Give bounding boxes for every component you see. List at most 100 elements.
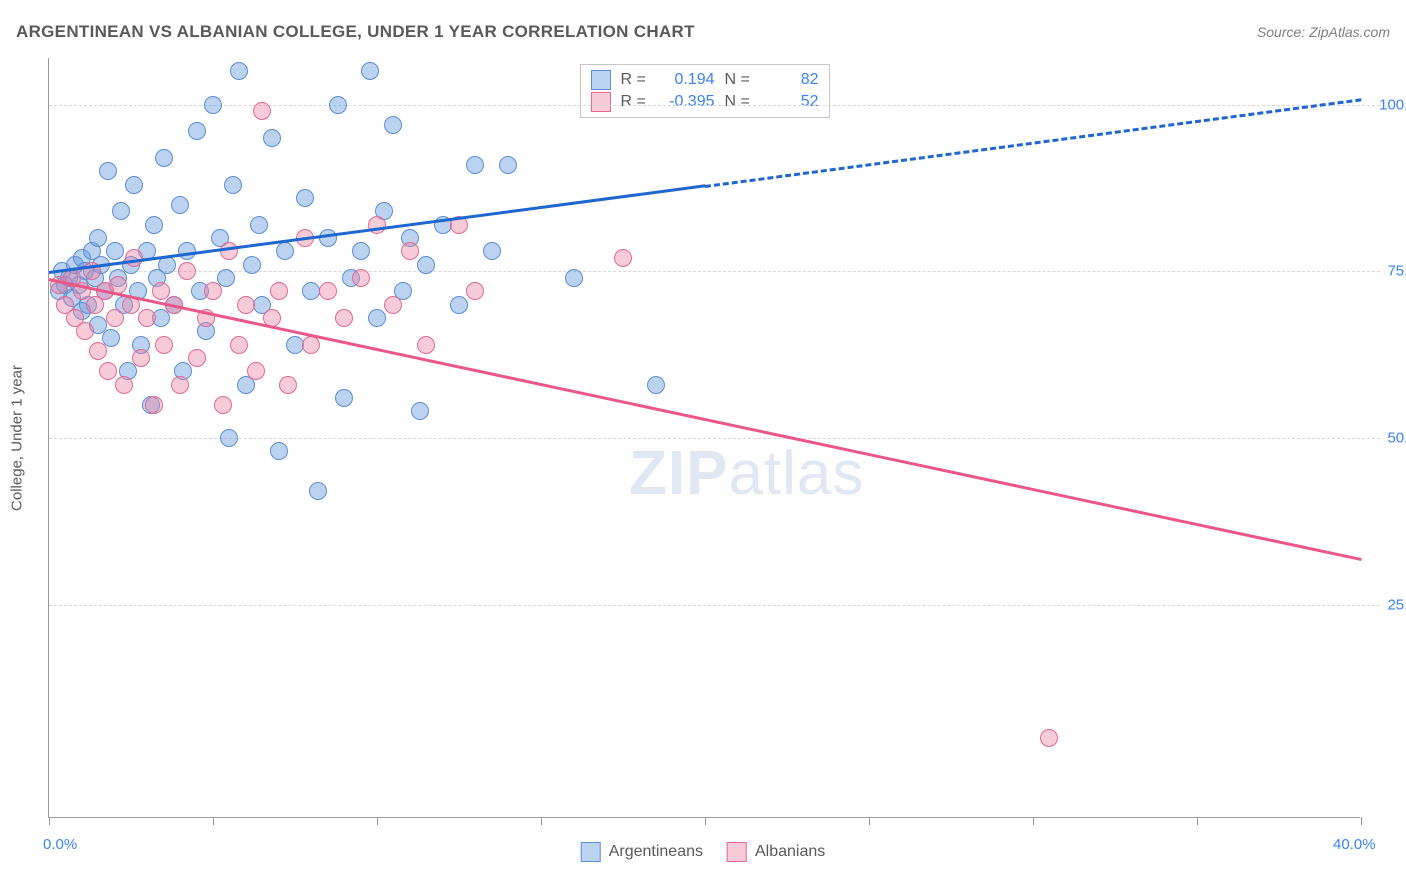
x-tick (869, 817, 870, 825)
stats-legend-box: R =0.194N =82R =-0.395N =52 (580, 64, 830, 118)
gridline-h (49, 438, 1380, 439)
scatter-point (417, 256, 435, 274)
y-tick-label: 25.0% (1370, 596, 1406, 613)
scatter-point (145, 396, 163, 414)
scatter-point (155, 149, 173, 167)
scatter-point (417, 336, 435, 354)
scatter-point (155, 336, 173, 354)
scatter-point (102, 329, 120, 347)
chart-source: Source: ZipAtlas.com (1257, 24, 1390, 40)
scatter-point (352, 269, 370, 287)
legend-label: Argentineans (609, 843, 703, 861)
scatter-point (368, 309, 386, 327)
scatter-point (309, 482, 327, 500)
scatter-point (250, 216, 268, 234)
scatter-point (188, 122, 206, 140)
stats-n-value: 52 (767, 93, 819, 111)
scatter-point (286, 336, 304, 354)
stats-n-label: N = (725, 71, 757, 89)
scatter-point (466, 156, 484, 174)
stats-r-label: R = (621, 71, 653, 89)
scatter-point (1040, 729, 1058, 747)
scatter-point (112, 202, 130, 220)
stats-row: R =0.194N =82 (591, 69, 819, 91)
scatter-chart: College, Under 1 year ZIPatlas R =0.194N… (48, 58, 1360, 818)
scatter-point (319, 282, 337, 300)
scatter-point (253, 102, 271, 120)
legend-swatch (591, 92, 611, 112)
bottom-legend: Argentineans Albanians (581, 842, 826, 862)
legend-item: Argentineans (581, 842, 703, 862)
scatter-point (263, 129, 281, 147)
scatter-point (499, 156, 517, 174)
scatter-point (270, 442, 288, 460)
scatter-point (270, 282, 288, 300)
scatter-point (450, 296, 468, 314)
legend-swatch (727, 842, 747, 862)
x-tick-label: 40.0% (1333, 836, 1376, 853)
stats-r-label: R = (621, 93, 653, 111)
scatter-point (214, 396, 232, 414)
scatter-point (361, 62, 379, 80)
scatter-point (220, 429, 238, 447)
trend-line (49, 278, 1362, 561)
scatter-point (89, 342, 107, 360)
scatter-point (132, 349, 150, 367)
gridline-h (49, 605, 1380, 606)
x-tick-label: 0.0% (43, 836, 77, 853)
scatter-point (99, 162, 117, 180)
chart-title: ARGENTINEAN VS ALBANIAN COLLEGE, UNDER 1… (16, 22, 695, 42)
x-tick (705, 817, 706, 825)
gridline-h (49, 105, 1380, 106)
stats-r-value: 0.194 (663, 71, 715, 89)
scatter-point (178, 262, 196, 280)
stats-row: R = -0.395 N = 52 (591, 91, 819, 113)
scatter-point (224, 176, 242, 194)
scatter-point (106, 309, 124, 327)
y-tick-label: 75.0% (1370, 263, 1406, 280)
stats-n-label: N = (725, 93, 757, 111)
y-tick-label: 100.0% (1370, 96, 1406, 113)
x-tick (213, 817, 214, 825)
scatter-point (384, 116, 402, 134)
scatter-point (384, 296, 402, 314)
x-tick (541, 817, 542, 825)
scatter-point (352, 242, 370, 260)
scatter-point (614, 249, 632, 267)
scatter-point (483, 242, 501, 260)
scatter-point (335, 389, 353, 407)
scatter-point (138, 309, 156, 327)
scatter-point (171, 196, 189, 214)
legend-label: Albanians (755, 843, 825, 861)
scatter-point (279, 376, 297, 394)
watermark-bold: ZIP (629, 439, 728, 508)
scatter-point (466, 282, 484, 300)
scatter-point (204, 96, 222, 114)
x-tick (377, 817, 378, 825)
scatter-point (89, 229, 107, 247)
scatter-point (204, 282, 222, 300)
scatter-point (401, 242, 419, 260)
legend-swatch (591, 70, 611, 90)
x-tick (1197, 817, 1198, 825)
y-tick-label: 50.0% (1370, 430, 1406, 447)
stats-r-value: -0.395 (663, 93, 715, 111)
scatter-point (411, 402, 429, 420)
scatter-point (565, 269, 583, 287)
chart-header: ARGENTINEAN VS ALBANIAN COLLEGE, UNDER 1… (16, 22, 1390, 42)
scatter-point (220, 242, 238, 260)
scatter-point (276, 242, 294, 260)
scatter-point (247, 362, 265, 380)
scatter-point (335, 309, 353, 327)
scatter-point (230, 336, 248, 354)
scatter-point (296, 189, 314, 207)
scatter-point (76, 322, 94, 340)
scatter-point (647, 376, 665, 394)
scatter-point (99, 362, 117, 380)
scatter-point (302, 282, 320, 300)
scatter-point (115, 376, 133, 394)
scatter-point (217, 269, 235, 287)
x-tick (49, 817, 50, 825)
scatter-point (188, 349, 206, 367)
x-tick (1033, 817, 1034, 825)
